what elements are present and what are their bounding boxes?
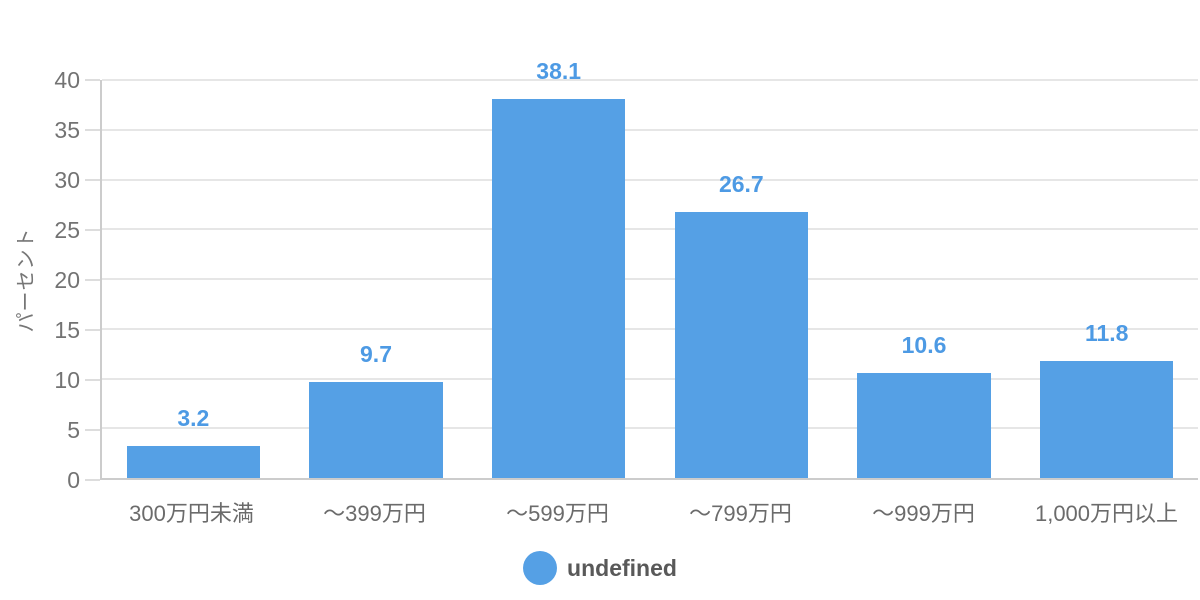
y-tick-label: 0: [67, 467, 80, 493]
bar-5[interactable]: 10.6: [857, 332, 991, 478]
y-tick-label: 20: [54, 267, 80, 293]
y-tick-label: 35: [54, 117, 80, 143]
x-axis-label: 〜599万円: [506, 501, 609, 526]
y-tick-mark: [85, 379, 100, 381]
y-tick-mark: [85, 179, 100, 181]
bar-value-label: 3.2: [177, 405, 210, 432]
y-tick-label: 15: [54, 317, 80, 343]
bar-1[interactable]: 3.2: [126, 405, 260, 478]
bar-slot: 26.7: [650, 80, 833, 478]
bars: 3.2 9.7 38.1 26.7 10.6 11.8: [102, 58, 1198, 478]
gridlines: [102, 79, 1198, 478]
bar-slot: 11.8: [1015, 80, 1198, 478]
y-tick-mark: [85, 329, 100, 331]
gridline: [102, 327, 1198, 330]
gridline: [102, 427, 1198, 430]
y-tick-label: 40: [54, 67, 80, 93]
bar-2[interactable]: 9.7: [309, 341, 443, 478]
y-tick-mark: [85, 279, 100, 281]
bar-6[interactable]: 11.8: [1040, 320, 1174, 478]
legend-label: undefined: [567, 554, 677, 581]
y-tick-label: 30: [54, 167, 80, 193]
gridline: [102, 128, 1198, 131]
y-tick-mark: [85, 129, 100, 131]
bar-value-label: 38.1: [536, 57, 582, 84]
gridline: [102, 377, 1198, 380]
bar-3[interactable]: 38.1: [492, 58, 626, 478]
bar-slot: 9.7: [285, 80, 468, 478]
bar-value-label: 11.8: [1084, 319, 1129, 346]
gridline: [102, 228, 1198, 231]
gridline: [102, 278, 1198, 280]
x-axis-label: 300万円未満: [129, 501, 254, 526]
bar-value-label: 9.7: [360, 340, 392, 367]
bar-4[interactable]: 26.7: [674, 171, 809, 478]
legend-item[interactable]: undefined: [523, 551, 677, 585]
y-tick-mark: [85, 79, 100, 81]
y-tick-label: 10: [54, 367, 80, 393]
legend: undefined: [0, 549, 1200, 587]
y-tick-label: 25: [54, 217, 80, 243]
y-axis: 0 5 10 15 20 25 30 35 40: [0, 67, 80, 493]
bar-slot: 38.1: [467, 58, 650, 478]
y-tick-marks: [85, 79, 100, 481]
plot-area: 3.2 9.7 38.1 26.7 10.6 11.8: [100, 58, 1198, 480]
y-tick-mark: [85, 429, 100, 431]
bar-slot: 10.6: [833, 80, 1016, 478]
y-tick-mark: [85, 479, 100, 481]
bar-value-label: 26.7: [718, 171, 764, 198]
x-axis: 300万円未満 〜399万円 〜599万円 〜799万円 〜999万円 1,000万円以上: [100, 486, 1198, 528]
gridline: [102, 178, 1198, 181]
y-tick-mark: [85, 229, 100, 231]
bar-value-label: 10.6: [901, 331, 947, 358]
legend-circle-icon: [523, 551, 558, 585]
y-tick-label: 5: [67, 417, 80, 443]
gridline: [102, 79, 1198, 81]
x-axis-label: 〜799万円: [689, 501, 792, 526]
bar-slot: 3.2: [102, 80, 285, 478]
x-axis-label: 1,000万円以上: [1034, 501, 1179, 526]
x-axis-label: 〜399万円: [323, 501, 426, 526]
x-axis-label: 〜999万円: [872, 501, 975, 526]
